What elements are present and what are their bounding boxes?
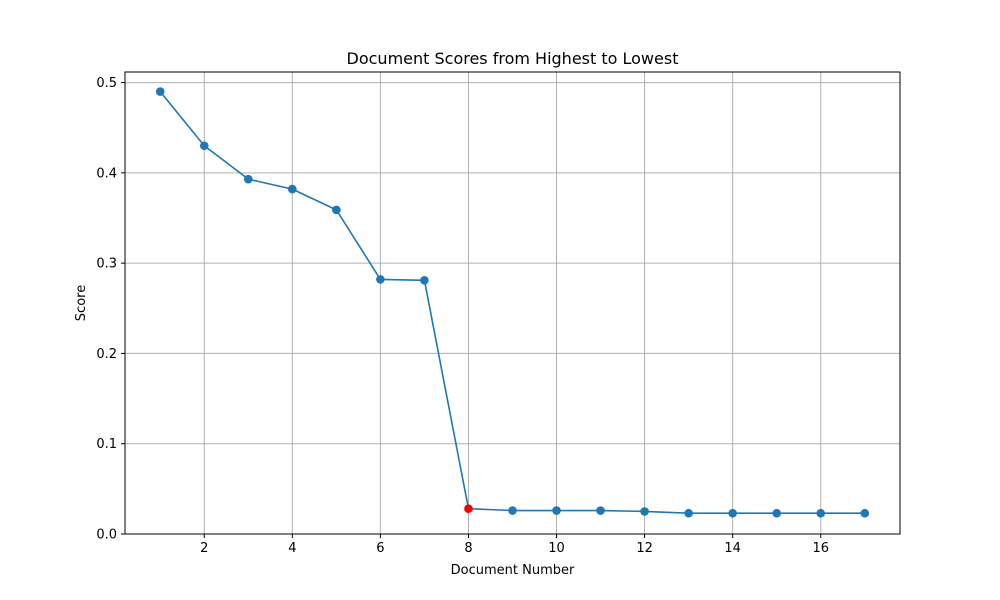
data-point [684, 508, 693, 518]
data-point [816, 508, 826, 518]
x-tick-label: 12 [636, 541, 653, 556]
data-point [640, 507, 649, 516]
data-point [508, 506, 517, 515]
data-point [155, 87, 165, 96]
y-tick-label: 0.3 [96, 257, 117, 272]
x-tick-label: 14 [724, 541, 741, 556]
x-axis-label: Document Number [451, 563, 575, 578]
y-tick-label: 0.0 [96, 528, 117, 543]
data-point [199, 141, 209, 151]
plot-area [125, 72, 900, 534]
y-tick-label: 0.1 [96, 437, 117, 452]
x-tick-label: 2 [200, 541, 208, 556]
highlighted-data-point [464, 504, 473, 514]
chart-title: Document Scores from Highest to Lowest [347, 49, 679, 68]
data-point [376, 275, 385, 284]
x-tick-label: 4 [288, 541, 296, 556]
y-axis-label: Score [74, 285, 89, 321]
plot-frame [124, 71, 901, 535]
data-point [243, 174, 253, 184]
axes-ticks: 2 4 6 8 10 12 14 16 0.0 0.1 0.2 0.3 0.4 0.5 [96, 76, 829, 556]
y-tick-label: 0.4 [96, 166, 117, 181]
data-point [332, 205, 341, 215]
data-point [552, 506, 561, 515]
data-point [860, 508, 870, 518]
x-tick-label: 6 [376, 541, 384, 556]
y-tick-label: 0.5 [96, 76, 117, 91]
y-tick-label: 0.2 [96, 347, 117, 362]
data-point [288, 184, 297, 194]
data-point [420, 275, 429, 285]
series [155, 87, 870, 518]
data-point [728, 508, 737, 518]
data-point [772, 508, 782, 518]
x-tick-label: 10 [548, 541, 565, 556]
x-tick-label: 8 [464, 541, 472, 556]
data-point [596, 506, 605, 515]
x-tick-label: 16 [812, 541, 829, 556]
